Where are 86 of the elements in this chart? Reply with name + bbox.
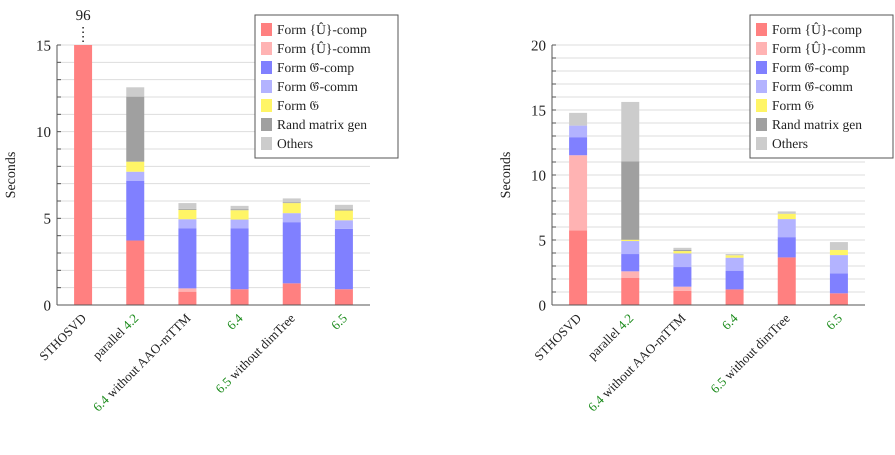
bar <box>778 219 796 238</box>
bar <box>673 267 692 287</box>
legend-label: Form 𝔊̂-comm <box>772 79 854 94</box>
bar <box>569 126 588 138</box>
bar <box>126 162 144 172</box>
legend-label: Others <box>277 136 313 151</box>
bar <box>830 293 848 305</box>
bar <box>830 250 848 256</box>
bar <box>74 45 92 305</box>
bar <box>230 289 249 305</box>
bar <box>569 230 588 305</box>
bar <box>230 228 249 290</box>
legend-label: Form 𝔊 <box>772 98 815 113</box>
bar <box>830 255 848 274</box>
bar <box>778 214 796 220</box>
bar <box>126 240 144 305</box>
y-tick-label: 15 <box>36 38 51 54</box>
legend-label: Rand matrix gen <box>277 117 368 132</box>
x-tick-label: 6.4 <box>224 310 246 333</box>
x-tick-label: 6.4 <box>718 310 742 333</box>
bar <box>282 283 301 305</box>
bar <box>334 228 353 290</box>
bar <box>334 210 353 220</box>
bar <box>178 203 196 209</box>
legend-label: Form 𝔊 <box>277 98 320 113</box>
bar <box>282 213 301 222</box>
legend-label: Form 𝔊̂-comp <box>277 60 354 75</box>
bar <box>230 220 249 228</box>
bar <box>282 203 301 214</box>
bar <box>334 289 353 305</box>
bar <box>673 253 692 268</box>
bar <box>621 271 640 278</box>
bar <box>178 219 196 228</box>
bar <box>726 289 744 305</box>
bar <box>569 155 588 230</box>
legend-label: Form {Û}-comm <box>772 41 866 56</box>
bar <box>621 278 640 305</box>
legend-label: Form 𝔊̂-comp <box>772 60 850 75</box>
y-tick-label: 0 <box>44 298 51 314</box>
legend-label: Form {Û}-comp <box>772 22 862 37</box>
bar <box>178 292 196 305</box>
bar <box>621 254 640 272</box>
legend-label: Form {Û}-comp <box>277 22 368 37</box>
y-tick-label: 5 <box>538 233 546 250</box>
bar <box>282 222 301 284</box>
bar <box>830 242 848 250</box>
bar <box>621 102 640 162</box>
y-axis-title: Seconds <box>499 152 514 198</box>
bar <box>778 257 796 305</box>
bar <box>230 206 249 210</box>
legend-label: Form 𝔊̂-comm <box>277 79 358 94</box>
y-tick-label: 0 <box>538 298 546 314</box>
bar <box>230 210 249 220</box>
bar <box>621 241 640 254</box>
y-tick-label: 15 <box>531 103 546 120</box>
bar <box>126 87 144 97</box>
x-tick-label: 6.5 <box>328 310 350 333</box>
bar <box>830 273 848 294</box>
bar <box>334 204 353 210</box>
legend-label: Form {Û}-comm <box>277 41 372 56</box>
bar <box>126 172 144 181</box>
bar <box>178 210 196 220</box>
bar <box>569 137 588 156</box>
bar <box>778 237 796 258</box>
bar <box>126 96 144 162</box>
bar <box>126 180 144 241</box>
bar <box>726 270 744 290</box>
legend-label: Others <box>772 136 808 151</box>
annotation: 96 <box>76 8 92 24</box>
bar <box>673 248 692 250</box>
bar <box>569 112 588 126</box>
bar <box>282 198 301 202</box>
bar <box>178 288 196 292</box>
bar <box>673 290 692 305</box>
y-tick-label: 5 <box>44 212 51 228</box>
bar <box>726 258 744 271</box>
y-axis-title: Seconds <box>4 152 19 198</box>
y-tick-label: 10 <box>36 124 51 141</box>
legend-label: Rand matrix gen <box>772 117 862 132</box>
y-tick-label: 20 <box>531 38 546 54</box>
bar <box>673 286 692 291</box>
bar <box>621 161 640 240</box>
y-tick-label: 10 <box>531 168 546 184</box>
x-tick-label: 6.5 <box>822 310 846 333</box>
bar <box>334 220 353 229</box>
bar <box>178 228 196 288</box>
